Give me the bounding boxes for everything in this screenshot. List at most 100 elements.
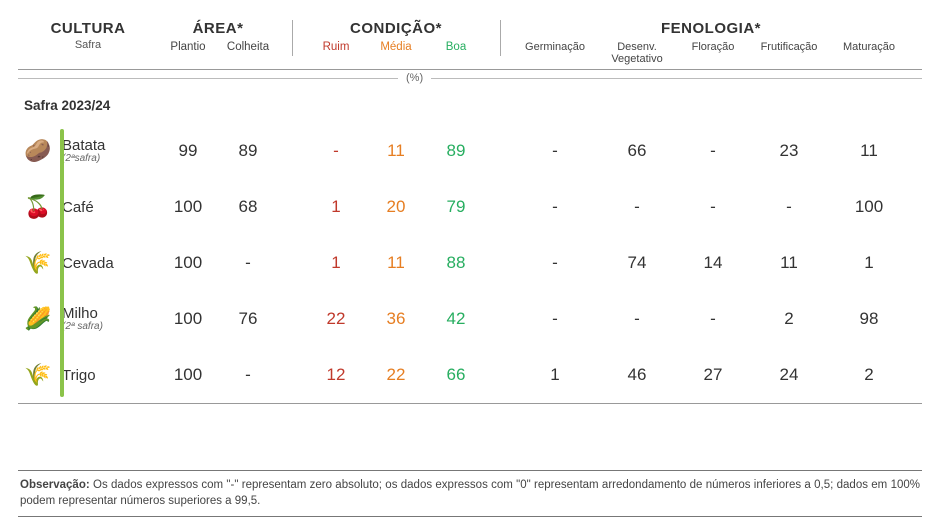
bottom-rule (18, 403, 922, 404)
cell-plantio: 100 (158, 309, 218, 329)
cell-frut: 11 (748, 253, 830, 273)
cell-plantio: 100 (158, 253, 218, 273)
header-fenologia-group: FENOLOGIA* Germinação Desenv. Vegetativo… (514, 20, 908, 65)
cell-germ: - (514, 253, 596, 273)
crop-icon: 🌾 (22, 247, 54, 279)
cell-colheita: 89 (218, 141, 278, 161)
header-area-title: ÁREA* (158, 20, 278, 37)
crop-cell: 🌾 Cevada (18, 247, 158, 279)
cell-flor: 14 (678, 253, 748, 273)
header-fenologia-title: FENOLOGIA* (514, 20, 908, 37)
cell-flor: - (678, 197, 748, 217)
cell-boa: 89 (426, 141, 486, 161)
cell-germ: - (514, 197, 596, 217)
cell-flor: - (678, 309, 748, 329)
header-cultura-title: CULTURA (51, 20, 126, 37)
cell-frut: 24 (748, 365, 830, 385)
crop-label: Café (62, 200, 94, 215)
crop-cell: 🌾 Trigo (18, 359, 158, 391)
percent-label: (%) (398, 72, 431, 84)
cell-ruim: 12 (306, 365, 366, 385)
cell-media: 22 (366, 365, 426, 385)
cell-germ: 1 (514, 365, 596, 385)
header-condicao-group: CONDIÇÃO* Ruim Média Boa (306, 20, 486, 53)
cell-frut: 2 (748, 309, 830, 329)
cell-mat: 100 (830, 197, 908, 217)
cell-frut: 23 (748, 141, 830, 161)
crop-name: Milho (62, 306, 103, 321)
season-title: Safra 2023/24 (24, 98, 922, 113)
header-floracao: Floração (678, 41, 748, 65)
header-cultura: CULTURA Safra (18, 20, 158, 51)
crop-icon: 🥔 (22, 135, 54, 167)
table-header: CULTURA Safra ÁREA* Plantio Colheita CON… (18, 20, 922, 70)
cell-desenv: 74 (596, 253, 678, 273)
cell-mat: 11 (830, 141, 908, 161)
table-row: 🌾 Trigo 100 - 12 22 66 1 46 27 24 2 (18, 347, 922, 403)
cell-ruim: 22 (306, 309, 366, 329)
crop-name: Cevada (62, 256, 114, 271)
cell-plantio: 99 (158, 141, 218, 161)
header-area-group: ÁREA* Plantio Colheita (158, 20, 278, 53)
cell-plantio: 100 (158, 197, 218, 217)
crop-cell: 🍒 Café (18, 191, 158, 223)
cell-flor: 27 (678, 365, 748, 385)
cell-desenv: - (596, 197, 678, 217)
cell-boa: 79 (426, 197, 486, 217)
crop-name: Trigo (62, 368, 96, 383)
cell-germ: - (514, 141, 596, 161)
crop-cell: 🌽 Milho (2ª safra) (18, 303, 158, 335)
accent-bar (60, 129, 64, 397)
cell-ruim: - (306, 141, 366, 161)
cell-media: 11 (366, 141, 426, 161)
cell-boa: 42 (426, 309, 486, 329)
observation-label: Observação: (20, 479, 90, 491)
crop-cell: 🥔 Batata (2ªsafra) (18, 135, 158, 167)
cell-desenv: - (596, 309, 678, 329)
header-maturacao: Maturação (830, 41, 908, 65)
header-desenv-l2: Vegetativo (611, 53, 662, 65)
header-germinacao: Germinação (514, 41, 596, 65)
crop-sub: (2ªsafra) (62, 153, 105, 164)
crop-rows: 🥔 Batata (2ªsafra) 99 89 - 11 89 - 66 - … (18, 123, 922, 403)
cell-ruim: 1 (306, 253, 366, 273)
cell-colheita: - (218, 253, 278, 273)
header-divider-2 (486, 20, 514, 56)
cell-colheita: - (218, 365, 278, 385)
crop-icon: 🌽 (22, 303, 54, 335)
header-condicao-title: CONDIÇÃO* (306, 20, 486, 37)
crop-name: Café (62, 200, 94, 215)
observation-block: Observação: Os dados expressos com "-" r… (18, 470, 922, 517)
cell-boa: 88 (426, 253, 486, 273)
percent-divider: (%) (18, 72, 922, 84)
table-row: 🍒 Café 100 68 1 20 79 - - - - 100 (18, 179, 922, 235)
cell-boa: 66 (426, 365, 486, 385)
header-plantio: Plantio (158, 41, 218, 53)
header-colheita: Colheita (218, 41, 278, 53)
cell-desenv: 66 (596, 141, 678, 161)
crop-label: Trigo (62, 368, 96, 383)
header-ruim: Ruim (306, 41, 366, 53)
cell-frut: - (748, 197, 830, 217)
observation-text: Os dados expressos com "-" representam z… (20, 479, 920, 507)
table-row: 🌾 Cevada 100 - 1 11 88 - 74 14 11 1 (18, 235, 922, 291)
cell-media: 11 (366, 253, 426, 273)
crop-label: Cevada (62, 256, 114, 271)
crop-label: Milho (2ª safra) (62, 306, 103, 332)
header-desenv: Desenv. Vegetativo (596, 41, 678, 65)
cell-media: 36 (366, 309, 426, 329)
cell-colheita: 68 (218, 197, 278, 217)
cell-ruim: 1 (306, 197, 366, 217)
crop-label: Batata (2ªsafra) (62, 138, 105, 164)
header-divider-1 (278, 20, 306, 56)
header-desenv-l1: Desenv. (617, 41, 657, 53)
header-media: Média (366, 41, 426, 53)
cell-mat: 98 (830, 309, 908, 329)
header-frutificacao: Frutificação (748, 41, 830, 65)
crop-icon: 🌾 (22, 359, 54, 391)
cell-plantio: 100 (158, 365, 218, 385)
cell-germ: - (514, 309, 596, 329)
crop-sub: (2ª safra) (62, 321, 103, 332)
table-row: 🌽 Milho (2ª safra) 100 76 22 36 42 - - -… (18, 291, 922, 347)
crop-icon: 🍒 (22, 191, 54, 223)
